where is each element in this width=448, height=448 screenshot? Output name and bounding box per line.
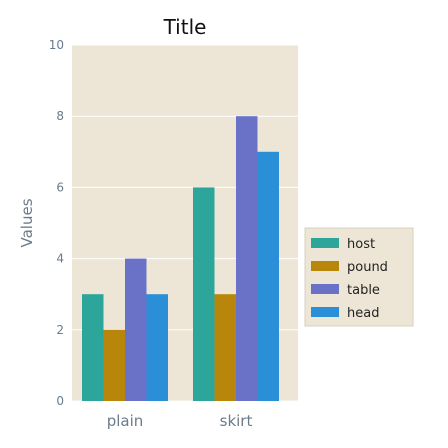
legend: host pound table head <box>304 227 414 327</box>
bar-pound-skirt <box>214 294 236 401</box>
bar-table-plain <box>125 258 147 401</box>
bar-table-skirt <box>236 116 258 401</box>
y-axis-title: Values <box>18 198 36 247</box>
y-tick-label: 2 <box>56 323 64 337</box>
bar-host-skirt <box>193 187 215 401</box>
y-tick-labels: 0 2 4 6 8 10 <box>49 38 64 408</box>
legend-swatch-head <box>311 307 339 317</box>
y-tick-label: 6 <box>56 180 64 194</box>
legend-swatch-pound <box>311 261 339 271</box>
legend-label-head: head <box>347 306 379 321</box>
bar-head-plain <box>146 294 168 401</box>
x-category-labels: plain skirt <box>107 412 253 430</box>
x-category-label: plain <box>107 412 144 430</box>
legend-label-pound: pound <box>347 260 388 275</box>
chart-title: Title <box>163 15 207 39</box>
bars-group <box>82 116 279 401</box>
x-category-label: skirt <box>220 412 253 430</box>
legend-label-table: table <box>347 283 380 298</box>
bar-head-skirt <box>257 151 279 401</box>
y-tick-label: 4 <box>56 252 64 266</box>
y-tick-label: 0 <box>56 394 64 408</box>
legend-label-host: host <box>347 237 375 252</box>
legend-swatch-host <box>311 238 339 248</box>
y-tick-label: 8 <box>56 109 64 123</box>
bar-host-plain <box>82 294 104 401</box>
legend-swatch-table <box>311 284 339 294</box>
bar-pound-plain <box>103 329 125 401</box>
y-tick-label: 10 <box>49 38 64 52</box>
